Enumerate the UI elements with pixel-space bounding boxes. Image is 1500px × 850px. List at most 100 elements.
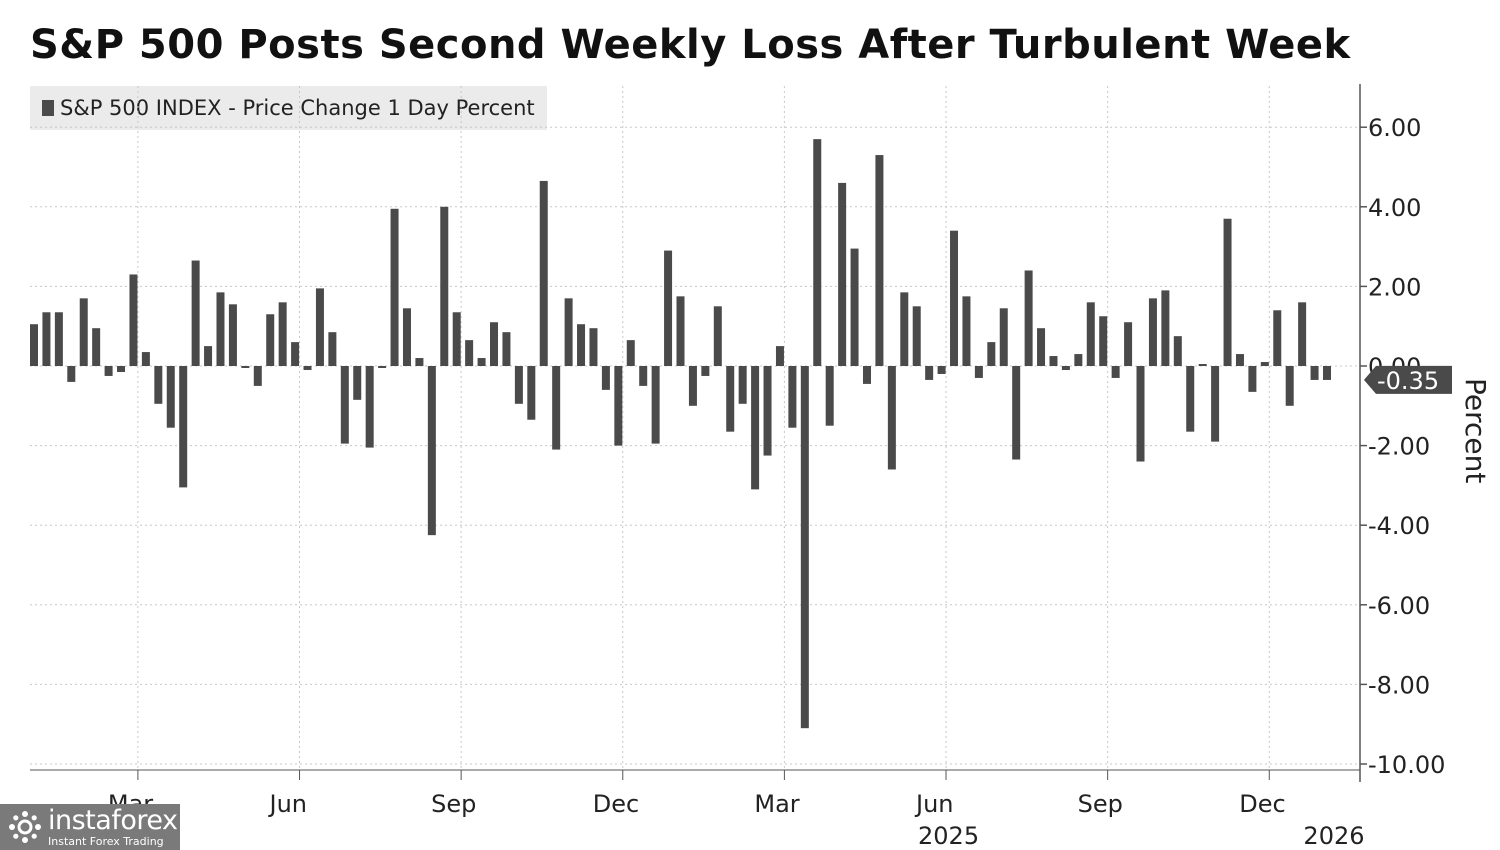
y-tick-label: -4.00 (1368, 512, 1430, 540)
bar (589, 328, 598, 366)
bar (626, 340, 635, 366)
bar (726, 366, 735, 432)
bar (477, 358, 486, 366)
bar (117, 366, 126, 372)
bar (216, 292, 225, 366)
bar (552, 366, 561, 450)
bar (1037, 328, 1046, 366)
bar (900, 292, 909, 366)
bar (974, 366, 983, 378)
bar (1186, 366, 1195, 432)
bar (204, 346, 213, 366)
bar (825, 366, 834, 426)
bar (738, 366, 747, 404)
bar (1298, 302, 1307, 366)
bar (1086, 302, 1095, 366)
x-tick-label: Mar (754, 790, 799, 818)
bar (104, 366, 113, 376)
bar (54, 312, 63, 366)
y-tick-label: -10.00 (1368, 751, 1445, 779)
bar (1161, 290, 1170, 366)
bar (1211, 366, 1220, 442)
bar (353, 366, 362, 400)
watermark-brand: instaforex (48, 805, 178, 836)
last-value-label: -0.35 (1377, 367, 1439, 395)
bar (1111, 366, 1120, 378)
y-tick-label: -6.00 (1368, 592, 1430, 620)
bar (1024, 270, 1033, 366)
y-axis-title: Percent (1459, 378, 1492, 483)
bar (141, 352, 150, 366)
bar (1012, 366, 1021, 460)
legend-swatch (42, 100, 54, 116)
bar (701, 366, 710, 376)
bar (465, 340, 474, 366)
x-tick-label: Sep (431, 790, 476, 818)
bar (925, 366, 934, 380)
bar (129, 274, 138, 366)
bar (887, 366, 896, 470)
bar (813, 139, 822, 366)
bar (303, 366, 312, 370)
bar (502, 332, 511, 366)
y-tick-label: 2.00 (1368, 273, 1421, 301)
bar (788, 366, 797, 428)
bar (390, 208, 399, 366)
legend-label: S&P 500 INDEX - Price Change 1 Day Perce… (60, 96, 535, 120)
bar (1049, 356, 1058, 366)
bar (713, 306, 722, 366)
bar (1223, 218, 1232, 366)
bar (1061, 366, 1070, 370)
bar (838, 182, 847, 366)
bar (340, 366, 349, 444)
bar (490, 322, 499, 366)
bar (1198, 364, 1207, 366)
bar (1074, 354, 1083, 366)
bar (527, 366, 536, 420)
bar (639, 366, 648, 386)
bar (278, 302, 287, 366)
bar (987, 342, 996, 366)
bar (291, 342, 300, 366)
bar (1273, 310, 1282, 366)
bar (452, 312, 461, 366)
bar (315, 288, 324, 366)
bar (154, 366, 163, 404)
y-tick-label: -2.00 (1368, 433, 1430, 461)
x-year-label: 2026 (1303, 822, 1364, 850)
bar (676, 296, 685, 366)
y-tick-label: -8.00 (1368, 671, 1430, 699)
bar (1124, 322, 1133, 366)
bar (79, 298, 88, 366)
bar (179, 366, 188, 488)
bar (614, 366, 623, 446)
bar (775, 346, 784, 366)
bar (937, 366, 946, 374)
x-tick-label: Jun (268, 790, 308, 818)
bar (228, 304, 237, 366)
bar (191, 260, 200, 366)
x-tick-label: Dec (593, 790, 639, 818)
bar (1136, 366, 1145, 462)
bar (962, 296, 971, 366)
bar (850, 248, 859, 366)
bar (92, 328, 101, 366)
bar (1323, 366, 1331, 380)
bar (539, 180, 548, 366)
watermark: instaforex Instant Forex Trading (0, 804, 180, 850)
last-value-callout (1364, 365, 1452, 394)
bar (266, 314, 275, 366)
bar (1248, 366, 1257, 392)
bar (664, 250, 673, 366)
bar (67, 366, 76, 382)
watermark-tagline: Instant Forex Trading (48, 835, 164, 848)
y-tick-label: 6.00 (1368, 114, 1421, 142)
bar (1148, 298, 1157, 366)
legend[interactable]: S&P 500 INDEX - Price Change 1 Day Perce… (30, 86, 547, 130)
bar (601, 366, 610, 390)
bar (800, 366, 809, 729)
bar (253, 366, 262, 386)
bar (42, 312, 51, 366)
bar (1235, 354, 1244, 366)
